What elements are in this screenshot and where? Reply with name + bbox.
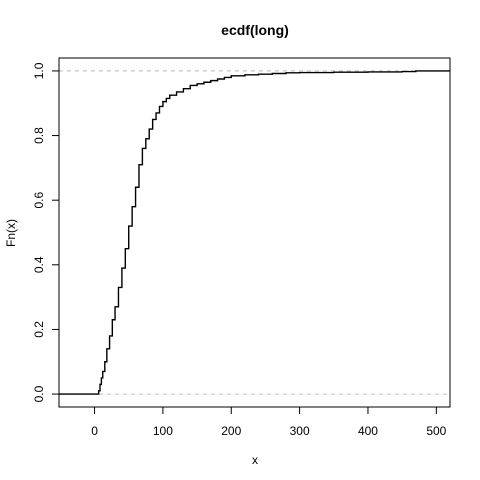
y-tick-label: 0.8: [32, 127, 46, 144]
chart-title: ecdf(long): [221, 22, 289, 38]
y-axis: 0.0 0.2 0.4 0.6 0.8 1.0: [32, 62, 60, 402]
y-tick-label: 0.2: [32, 321, 46, 338]
x-tick-label: 200: [221, 424, 241, 438]
x-tick-label: 300: [290, 424, 310, 438]
x-tick-label: 400: [358, 424, 378, 438]
x-tick-label: 100: [153, 424, 173, 438]
y-axis-title: Fn(x): [4, 219, 18, 247]
y-tick-label: 0.0: [32, 385, 46, 402]
x-axis: 0 100 200 300 400 500: [91, 406, 447, 438]
y-tick-label: 1.0: [32, 62, 46, 79]
y-tick-label: 0.6: [32, 192, 46, 209]
x-axis-title: x: [252, 453, 258, 467]
y-tick-label: 0.4: [32, 256, 46, 273]
x-tick-label: 0: [91, 424, 98, 438]
ecdf-step-line: [59, 70, 450, 395]
reference-lines: [59, 70, 450, 395]
x-tick-label: 500: [426, 424, 446, 438]
